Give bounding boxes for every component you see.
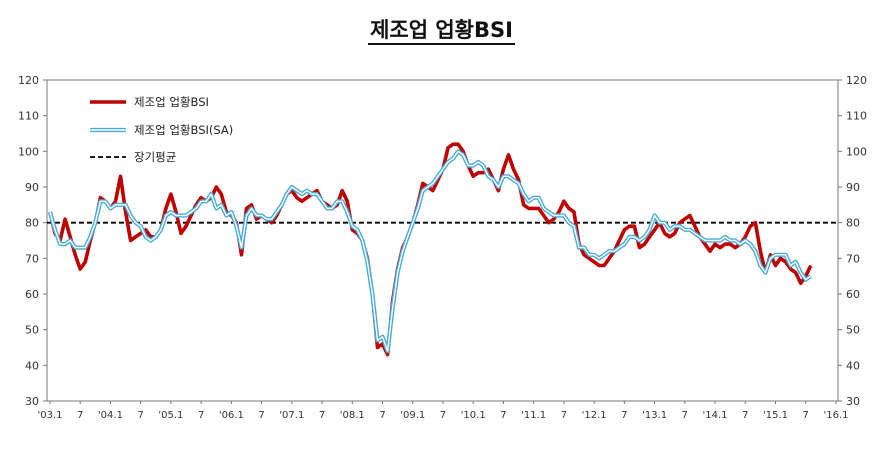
x-tick-label: '05.1 [158,410,183,421]
y-tick-label-right: 110 [846,110,867,123]
legend: 제조업 업황BSI 제조업 업황BSI(SA) 장기평균 [90,95,233,164]
x-tick-label: 7 [561,410,567,421]
y-tick-label-left: 50 [25,324,39,337]
chart-title: 제조업 업황BSI [0,14,883,45]
x-tick-label: '03.1 [37,410,62,421]
series-bsi-sa-core [49,150,812,352]
x-tick-label: 7 [258,410,264,421]
y-tick-label-left: 120 [18,74,39,87]
legend-label-average: 장기평균 [134,150,176,164]
x-tick-label: '08.1 [340,410,365,421]
x-tick-label: 7 [319,410,325,421]
y-tick-label-left: 70 [25,252,39,265]
y-tick-label-left: 100 [18,145,39,158]
x-tick-label: 7 [198,410,204,421]
x-tick-label: '09.1 [400,410,425,421]
x-tick-label: 7 [379,410,385,421]
y-tick-label-left: 30 [25,395,39,408]
y-tick-label-left: 110 [18,110,39,123]
x-tick-label: '10.1 [461,410,486,421]
y-tick-label-left: 40 [25,359,39,372]
y-tick-label-left: 90 [25,181,39,194]
series-bsi-line [48,142,813,357]
y-tick-label-left: 60 [25,288,39,301]
x-tick-label: '04.1 [98,410,123,421]
y-tick-label-right: 30 [846,395,860,408]
x-tick-label: 7 [77,410,83,421]
y-tick-label-right: 80 [846,217,860,230]
y-tick-label-right: 50 [846,324,860,337]
y-tick-label-right: 100 [846,145,867,158]
y-tick-label-right: 60 [846,288,860,301]
y-tick-label-right: 120 [846,74,867,87]
x-tick-label: '12.1 [582,410,607,421]
x-tick-label: 7 [440,410,446,421]
y-tick-label-right: 40 [846,359,860,372]
legend-label-bsi: 제조업 업황BSI [134,95,209,109]
y-tick-label-left: 80 [25,217,39,230]
x-tick-label: 7 [500,410,506,421]
x-tick-label: '13.1 [642,410,667,421]
x-tick-label: 7 [682,410,688,421]
x-tick-label: '15.1 [763,410,788,421]
x-tick-label: 7 [621,410,627,421]
x-tick-label: 7 [742,410,748,421]
x-tick-label: '07.1 [279,410,304,421]
series-bsi-sa-outline [47,149,812,354]
y-tick-label-right: 90 [846,181,860,194]
x-tick-label: '16.1 [823,410,848,421]
x-tick-label: 7 [138,410,144,421]
x-tick-label: '14.1 [703,410,728,421]
x-tick-label: '11.1 [521,410,546,421]
x-tick-label: 7 [803,410,809,421]
legend-label-bsi-sa: 제조업 업황BSI(SA) [134,123,233,137]
y-tick-label-right: 70 [846,252,860,265]
x-tick-label: '06.1 [219,410,244,421]
